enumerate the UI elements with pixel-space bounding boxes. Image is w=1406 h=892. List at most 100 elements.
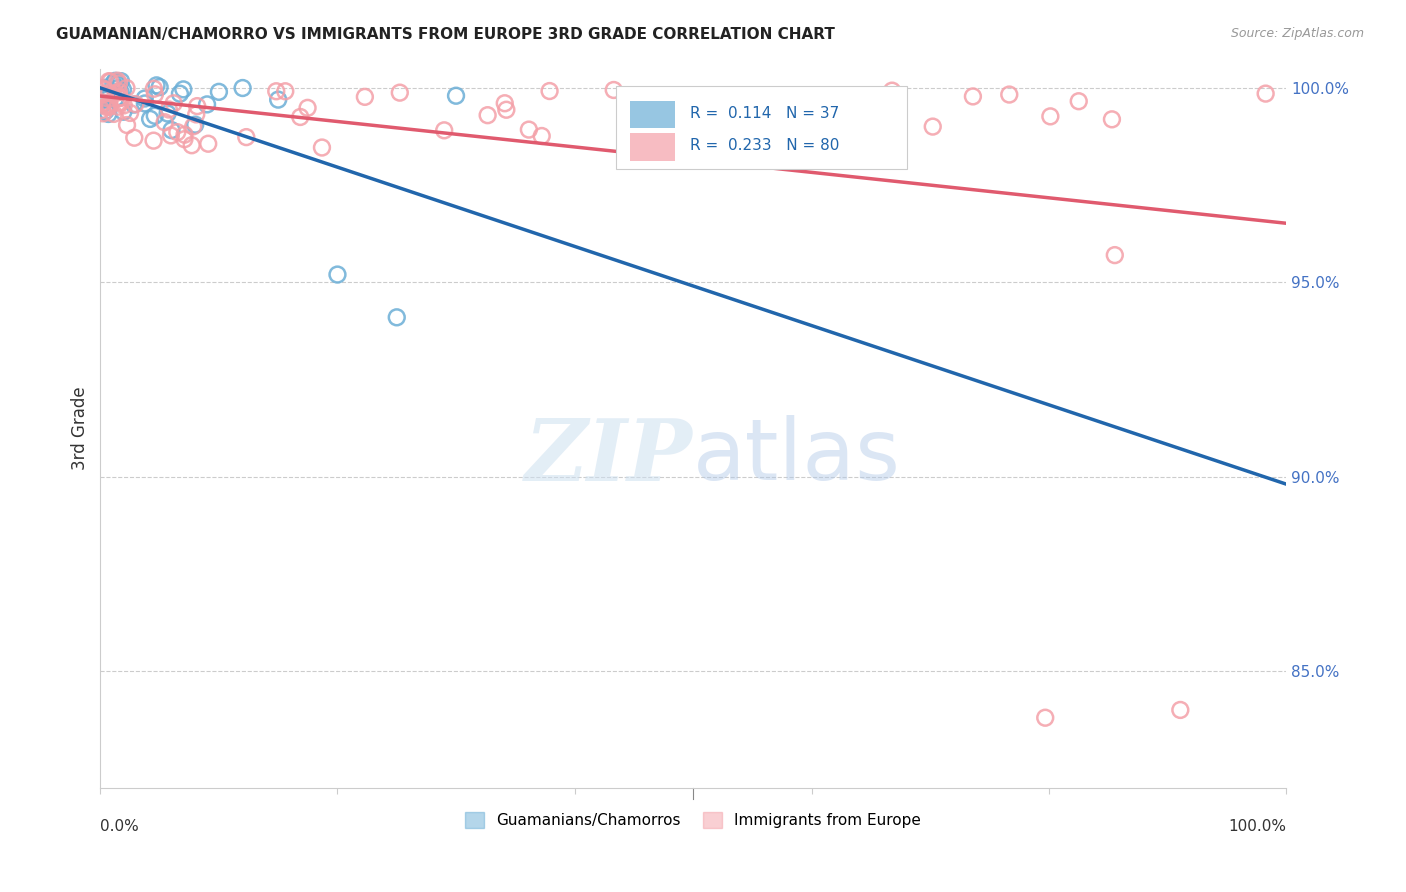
Point [115,118,138,132]
Point [112,98,135,112]
Point [93,87,115,101]
Point [716,135,738,149]
Legend: Guamanians/Chamorros, Immigrants from Europe: Guamanians/Chamorros, Immigrants from Eu… [460,805,927,834]
Point [91,81,114,95]
Point [124,130,146,145]
Point [157,103,180,117]
Point [160,128,183,143]
Point [385,310,408,325]
Point [110,84,132,98]
Point [962,89,984,103]
Point [110,95,132,110]
Point [603,83,626,97]
Point [195,97,218,112]
Point [91,91,114,105]
Point [104,74,127,88]
Point [142,81,165,95]
Point [145,78,167,93]
Point [186,107,208,121]
Point [388,86,411,100]
Point [1039,109,1062,123]
Point [1101,112,1123,127]
Point [108,85,131,99]
Point [108,91,131,105]
Point [494,96,516,111]
Point [208,85,231,99]
Point [98,100,121,114]
Point [169,87,191,101]
Text: R =  0.233   N = 80: R = 0.233 N = 80 [689,138,839,153]
Point [149,80,172,95]
Point [855,129,877,144]
Point [91,97,114,112]
Point [869,96,891,111]
Point [122,97,145,112]
Point [477,108,499,122]
Point [104,86,127,100]
Point [143,109,166,123]
Point [755,90,778,104]
Point [142,134,165,148]
Point [921,120,943,134]
Point [433,123,456,137]
Point [98,97,121,112]
Point [124,97,146,112]
Point [134,91,156,105]
Point [517,122,540,136]
Point [530,128,553,143]
Point [160,123,183,137]
Point [444,88,467,103]
Point [139,112,162,126]
Point [112,104,135,119]
FancyBboxPatch shape [630,133,675,161]
Point [103,107,125,121]
Point [98,86,121,100]
Text: GUAMANIAN/CHAMORRO VS IMMIGRANTS FROM EUROPE 3RD GRADE CORRELATION CHART: GUAMANIAN/CHAMORRO VS IMMIGRANTS FROM EU… [56,27,835,42]
Point [264,84,287,98]
Point [156,106,179,120]
Point [97,107,120,121]
Point [115,81,138,95]
Text: R =  0.114   N = 37: R = 0.114 N = 37 [689,105,839,120]
Point [274,84,297,98]
Point [97,74,120,88]
Point [173,132,195,146]
Y-axis label: 3rd Grade: 3rd Grade [72,386,89,470]
Point [111,82,134,96]
Point [94,80,117,95]
Point [184,118,207,132]
Point [107,77,129,91]
Point [326,268,349,282]
Point [173,128,195,142]
Point [311,140,333,154]
Point [93,83,115,97]
Point [107,81,129,95]
Point [495,103,517,117]
Point [180,138,202,153]
Point [163,96,186,111]
Point [1104,248,1126,262]
FancyBboxPatch shape [630,101,675,128]
Point [1168,703,1191,717]
Point [90,103,112,117]
Point [290,110,312,124]
Text: ZIP: ZIP [526,415,693,499]
Point [1067,94,1090,108]
Point [103,76,125,90]
Point [166,125,188,139]
Point [134,96,156,111]
Point [644,100,666,114]
Point [538,84,561,98]
Point [110,74,132,88]
Point [232,81,254,95]
Point [108,91,131,105]
Point [851,98,873,112]
Point [197,136,219,151]
Point [172,82,194,96]
Point [1254,87,1277,101]
Point [880,84,903,98]
Point [104,92,127,106]
Point [91,106,114,120]
FancyBboxPatch shape [616,87,907,169]
Point [181,120,204,134]
